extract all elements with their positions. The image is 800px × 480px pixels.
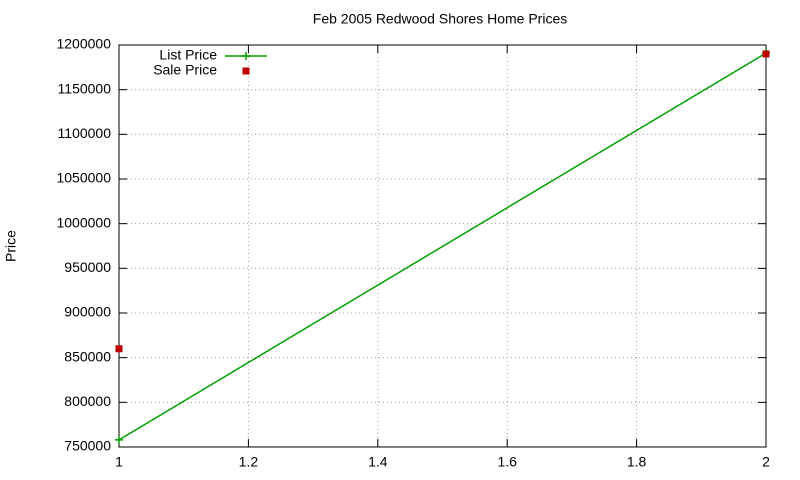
y-tick-label: 1100000 <box>58 125 112 141</box>
chart-title: Feb 2005 Redwood Shores Home Prices <box>313 11 567 27</box>
y-tick-label: 900000 <box>64 304 111 320</box>
y-tick-label: 1150000 <box>58 80 112 96</box>
y-tick-label: 750000 <box>64 438 111 454</box>
y-tick-label: 800000 <box>64 393 111 409</box>
marker <box>115 345 123 353</box>
y-tick-label: 1050000 <box>56 170 111 186</box>
legend-marker <box>242 52 250 60</box>
x-tick-label: 1.6 <box>497 454 517 470</box>
y-tick-label: 950000 <box>64 259 111 275</box>
x-tick-label: 1.4 <box>368 454 388 470</box>
y-tick-label: 1000000 <box>56 214 111 230</box>
x-tick-label: 1 <box>115 454 123 470</box>
y-tick-label: 850000 <box>64 348 111 364</box>
series-line <box>118 52 767 441</box>
x-tick-label: 2 <box>762 454 770 470</box>
legend-label: List Price <box>159 47 217 63</box>
marker <box>115 435 123 444</box>
plot-border <box>118 44 767 448</box>
y-axis-label: Price <box>3 230 19 262</box>
y-tick-label: 1200000 <box>56 36 111 52</box>
x-tick-label: 1.8 <box>627 454 647 470</box>
legend-marker <box>242 67 250 75</box>
marker <box>762 50 770 58</box>
legend-label: Sale Price <box>153 62 217 78</box>
x-tick-label: 1.2 <box>239 454 259 470</box>
